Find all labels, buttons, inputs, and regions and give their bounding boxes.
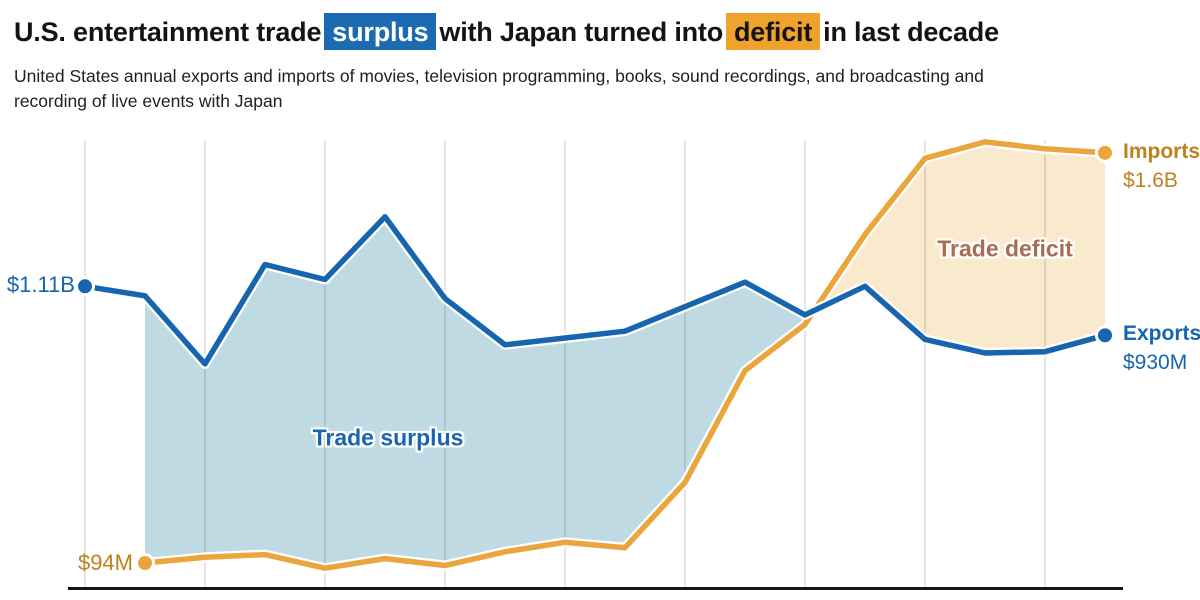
imports-end-value: $1.6B [1123, 169, 1178, 192]
title-text-prefix: U.S. entertainment trade [14, 17, 322, 47]
exports-end-label: Exports $930M [1123, 319, 1200, 377]
trade-chart [68, 136, 1123, 590]
imports-start-value-label: $94M [77, 550, 133, 575]
imports-end-title: Imports [1123, 140, 1200, 163]
exports-end-dot [1098, 328, 1112, 343]
subtitle-line-2: recording of live events with Japan [14, 91, 283, 111]
imports-line [142, 139, 1108, 571]
exports-end-value: $930M [1123, 351, 1188, 374]
trade-surplus-area [145, 216, 815, 569]
exports-end-title: Exports [1123, 322, 1200, 345]
trade-deficit-label: Trade deficit [937, 235, 1073, 262]
page-title: U.S. entertainment trade surplus with Japa… [14, 12, 1194, 52]
page-subtitle: United States annual exports and imports… [14, 64, 1194, 114]
exports-start-dot [78, 279, 92, 294]
title-text-middle: with Japan turned into [439, 17, 724, 47]
imports-end-label: Imports $1.6B [1123, 137, 1200, 195]
title-highlight-deficit: deficit [726, 13, 821, 50]
subtitle-line-1: United States annual exports and imports… [14, 66, 984, 86]
title-highlight-surplus: surplus [324, 13, 437, 50]
trade-surplus-label: Trade surplus [312, 424, 464, 451]
imports-end-dot [1098, 145, 1112, 160]
exports-line [82, 214, 1108, 367]
header: U.S. entertainment trade surplus with Japa… [14, 12, 1194, 114]
title-text-suffix: in last decade [823, 17, 999, 47]
exports-start-value-label: $1.11B [6, 272, 75, 297]
imports-start-dot [138, 555, 152, 570]
chart-area: $1.11B $94M Imports $1.6B Exports $930M … [0, 130, 1200, 600]
